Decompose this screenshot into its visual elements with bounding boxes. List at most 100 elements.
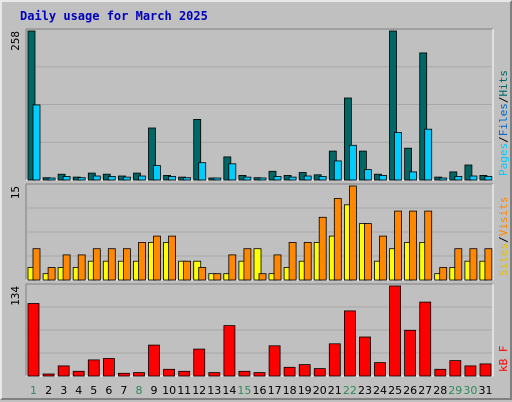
visits-panel-bar-visits-5 [92,248,101,281]
hits-panel-bar-files-21 [333,160,342,181]
visits-panel-bar-visits-29 [454,248,463,281]
x-tick-label-19: 19 [298,384,312,397]
kbytes-panel-bar-kb-f-14 [223,325,236,377]
kbytes-panel-bar-kb-f-3 [57,365,70,377]
visits-panel-bar-visits-12 [198,267,207,281]
hits-panel-bar-files-1 [32,104,41,181]
x-tick-label-17: 17 [268,384,282,397]
hits-panel-bar-hits-30 [464,164,473,181]
hits-panel-bar-files-25 [394,132,402,181]
hits-panel-bar-files-16 [258,177,267,181]
legend-entry: Sites [497,243,510,276]
visits-panel-bar-visits-21 [333,198,342,281]
hits-panel-bar-files-30 [469,175,478,181]
hits-panel-bar-hits-27 [419,52,428,181]
x-tick-label-15: 15 [237,384,251,397]
visits-panel-legend: Sites/Visits [497,197,510,277]
x-tick-label-27: 27 [418,384,432,397]
hits-panel-bar-hits-26 [404,147,413,181]
kbytes-panel-bar-kb-f-27 [419,301,432,377]
hits-panel-bar-files-29 [454,176,463,181]
visits-panel-bar-visits-2 [47,267,56,281]
hits-panel-bar-files-14 [228,163,237,181]
visits-panel-bar-visits-13 [213,273,222,281]
kbytes-panel-bar-kb-f-24 [374,362,386,377]
hits-panel-ymax-label: 258 [9,31,22,51]
kbytes-panel-ymax-label: 134 [9,286,22,306]
x-tick-label-9: 9 [151,384,158,397]
x-tick-label-23: 23 [358,384,372,397]
visits-panel-bar-visits-11 [183,260,192,281]
kbytes-panel-bar-kb-f-28 [434,368,447,377]
visits-panel-bar-visits-8 [138,241,146,281]
x-tick-label-2: 2 [45,384,52,397]
hits-panel-bar-files-28 [439,177,448,181]
hits-panel-bar-files-12 [198,162,207,181]
visits-panel-bar-visits-1 [32,248,41,281]
hits-panel-bar-hits-12 [193,119,202,181]
hits-panel-bar-files-26 [409,171,418,181]
legend-entry: / [497,236,510,243]
kbytes-panel-bar-kb-f-21 [328,343,341,377]
hits-panel-bar-files-9 [153,165,161,181]
hits-panel-bar-files-11 [183,177,192,181]
visits-panel-bar-visits-25 [394,210,402,281]
x-tick-label-14: 14 [222,384,236,397]
hits-panel-bar-files-27 [424,128,433,181]
visits-panel-bar-visits-26 [409,210,418,281]
x-tick-label-26: 26 [403,384,417,397]
x-tick-label-30: 30 [463,384,477,397]
kbytes-panel-bar-kb-f-11 [178,370,191,377]
visits-panel-bar-visits-14 [228,254,237,281]
x-tick-label-21: 21 [328,384,342,397]
x-tick-label-11: 11 [177,384,191,397]
visits-panel-bar-visits-9 [153,235,161,281]
visits-panel-bar-visits-22 [348,185,357,281]
kbytes-panel-bar-kb-f-13 [208,372,221,377]
x-tick-label-3: 3 [60,384,67,397]
kbytes-panel-bar-kb-f-16 [253,372,266,377]
visits-panel-bar-visits-17 [273,254,282,281]
visits-panel-bar-visits-6 [107,248,116,281]
x-tick-label-5: 5 [90,384,97,397]
x-tick-label-28: 28 [433,384,447,397]
kbytes-panel-bar-kb-f-8 [133,372,145,377]
visits-panel-bar-sites-16 [253,248,262,281]
visits-panel-ymax-label: 15 [9,186,22,199]
visits-panel-bar-visits-30 [469,248,478,281]
kbytes-panel-legend: kB F [497,346,510,373]
kbytes-panel-bar-kb-f-31 [479,363,492,377]
visits-panel-bar-visits-20 [318,216,327,281]
hits-panel-bar-files-20 [318,176,327,181]
hits-panel-bar-files-17 [273,176,282,181]
kbytes-panel-bar-kb-f-26 [404,329,417,377]
visits-panel-bar-visits-4 [77,254,86,281]
visits-panel-bar-visits-19 [303,241,312,281]
kbytes-panel-bar-kb-f-25 [389,285,402,377]
hits-panel-bar-hits-22 [343,97,352,181]
hits-panel-bar-files-10 [168,176,177,181]
hits-panel-bar-files-6 [107,176,116,181]
kbytes-panel-bar-kb-f-20 [313,368,326,377]
legend-entry: Files [497,103,510,136]
hits-panel-bar-hits-25 [389,30,397,181]
hits-panel-bar-files-18 [288,176,297,181]
hits-panel-bar-files-8 [138,175,146,181]
kbytes-panel-bar-kb-f-17 [268,345,281,377]
legend-entry: Hits [497,70,510,97]
hits-panel-bar-files-31 [484,176,493,181]
kbytes-panel-bar-kb-f-7 [118,372,130,377]
kbytes-panel-bar-kb-f-12 [193,348,206,377]
hits-panel-bar-files-24 [379,174,387,181]
hits-panel-bar-files-5 [92,175,101,181]
hits-panel-bar-hits-17 [268,170,277,181]
visits-panel-bar-visits-18 [288,241,297,281]
hits-panel-bar-files-3 [62,176,71,181]
hits-panel-bar-files-2 [47,177,56,181]
x-tick-label-20: 20 [313,384,327,397]
legend-entry: kB F [497,346,510,373]
x-tick-label-1: 1 [30,384,37,397]
kbytes-panel-bar-kb-f-6 [103,358,115,377]
